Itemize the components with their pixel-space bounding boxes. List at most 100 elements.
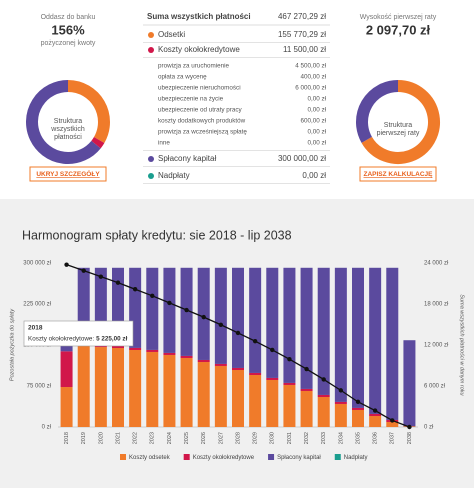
bar-segment	[249, 372, 262, 375]
row-label: Nadpłaty	[158, 171, 190, 180]
legend-label: Spłacony kapitał	[277, 455, 321, 461]
caption: Oddasz do banku	[41, 14, 96, 21]
x-tick-label: 2026	[201, 432, 207, 444]
bar-segment	[403, 340, 416, 427]
x-tick-label: 2033	[321, 432, 327, 444]
bar-segment	[197, 267, 210, 360]
balance-point	[167, 300, 172, 306]
bar-segment	[214, 267, 227, 364]
row-value: 0,00 zł	[307, 140, 326, 147]
bar-segment	[300, 390, 313, 427]
bar-segment	[283, 382, 296, 385]
button-label[interactable]: ZAPISZ KALKULACJĘ	[364, 171, 434, 178]
y2-tick-label: 24 000 zł	[424, 261, 449, 267]
x-tick-label: 2034	[338, 432, 344, 444]
donut-segment	[26, 80, 101, 164]
bar-segment	[386, 267, 399, 420]
legend-swatch	[268, 454, 275, 460]
row-label: Koszty okołokredytowe	[158, 45, 240, 54]
x-tick-label: 2019	[81, 432, 87, 444]
row-value: 4 500,00 zł	[295, 63, 326, 70]
caption: Wysokość pierwszej raty	[360, 14, 437, 21]
row-value: 400,00 zł	[300, 74, 326, 81]
bar-segment	[180, 357, 193, 427]
x-tick-label: 2022	[133, 432, 139, 444]
x-tick-label: 2018	[64, 432, 70, 444]
x-tick-label: 2030	[270, 432, 276, 444]
button[interactable]	[359, 166, 437, 182]
x-tick-label: 2028	[235, 432, 241, 444]
donut-segment	[67, 80, 110, 144]
bar-segment	[369, 267, 382, 414]
bar-segment	[163, 267, 176, 353]
row-value: 0,00 zł	[307, 96, 326, 103]
legend-swatch	[334, 454, 341, 460]
legend-swatch	[183, 454, 190, 460]
bar-segment	[112, 345, 124, 349]
bar-segment	[352, 407, 364, 410]
tooltip	[23, 320, 134, 347]
row-label: ubezpieczenie na życie	[158, 96, 224, 103]
row-value: 0,00 zł	[302, 171, 326, 180]
bar-segment	[266, 377, 279, 380]
button-label[interactable]: UKRYJ SZCZEGÓŁY	[36, 169, 100, 178]
row-value: 600,00 zł	[300, 118, 326, 125]
balance-point	[338, 388, 344, 393]
row-label: koszty dodatkowych produktów	[158, 118, 246, 125]
x-tick-label: 2031	[287, 432, 293, 444]
table-header-value: 467 270,29 zł	[278, 12, 326, 21]
legend-label: Koszty okołokredytowe	[193, 455, 255, 461]
y-tick-label: 0 zł	[42, 425, 52, 431]
bar-segment	[369, 415, 382, 427]
row-value: 155 770,29 zł	[278, 30, 326, 39]
x-tick-label: 2032	[304, 432, 310, 444]
bar-segment	[334, 401, 347, 404]
table-header: Suma wszystkich płatności	[147, 12, 251, 21]
balance-point	[355, 399, 361, 405]
bar-segment	[352, 267, 364, 408]
balance-point	[184, 307, 189, 313]
bar-segment	[317, 397, 330, 427]
balance-point	[81, 268, 86, 273]
bar-segment	[266, 267, 279, 378]
bar-segment	[352, 409, 364, 427]
bar-segment	[369, 413, 382, 416]
row-value: 6 000,00 zł	[295, 85, 326, 92]
row-dot	[148, 156, 154, 162]
bar-segment	[163, 354, 176, 427]
bar-segment	[60, 343, 73, 352]
legend-swatch	[120, 454, 126, 460]
bar-segment	[60, 387, 73, 427]
bar-segment	[317, 267, 330, 395]
bar-segment	[232, 267, 244, 368]
bar-segment	[146, 349, 159, 352]
donut-segment	[356, 80, 399, 143]
caption: pożyczonej kwoty	[41, 40, 96, 47]
balance-point	[372, 408, 378, 413]
row-label: prowizja za uruchomienie	[158, 63, 230, 70]
bar-segment	[94, 347, 107, 427]
row-value: 0,00 zł	[307, 129, 326, 136]
x-tick-label: 2029	[253, 432, 259, 444]
row-dot	[148, 47, 154, 53]
donut-label: Struktura wszystkich płatności	[51, 118, 85, 141]
bar-segment	[112, 348, 124, 427]
tooltip-label: Koszty okołokredytowe:	[28, 336, 94, 343]
bar-segment	[60, 351, 73, 388]
x-tick-label: 2024	[167, 432, 173, 444]
percent: 156%	[51, 22, 85, 37]
bar-segment	[214, 365, 227, 427]
donut-segment	[361, 80, 440, 164]
balance-point	[390, 418, 395, 423]
y-tick-label: 225 000 zł	[23, 302, 51, 308]
row-value: 300 000,00 zł	[278, 154, 326, 163]
x-tick-label: 2023	[150, 432, 156, 444]
y2-tick-label: 6 000 zł	[424, 384, 446, 390]
bar-segment	[146, 267, 159, 350]
y-tick-label: 75 000 zł	[27, 384, 52, 390]
balance-point	[201, 314, 206, 320]
bar-segment	[249, 374, 262, 427]
button[interactable]	[29, 166, 107, 182]
bar-segment	[317, 394, 330, 398]
